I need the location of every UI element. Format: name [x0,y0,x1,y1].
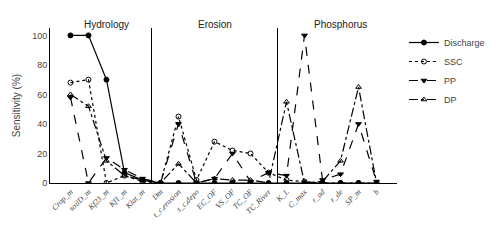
svg-text:Kf1_m: Kf1_m [107,187,129,209]
svg-text:SSC: SSC [444,57,463,67]
svg-text:Phosphorus: Phosphorus [314,19,367,30]
svg-text:Kf23_m: Kf23_m [86,187,111,212]
svg-text:r_ad: r_ad [310,187,328,205]
svg-text:TC_OF: TC_OF [231,187,255,211]
svg-text:60: 60 [37,90,47,100]
svg-text:Crop_m: Crop_m [50,187,75,212]
svg-text:20: 20 [37,149,47,159]
svg-text:Dm: Dm [149,187,164,202]
svg-text:τ_c,erosion: τ_c,erosion [151,187,183,219]
svg-text:SP_m: SP_m [343,187,363,207]
svg-text:Erosion: Erosion [198,19,232,30]
svg-text:TC_River: TC_River [244,187,273,216]
svg-text:DP: DP [444,95,457,105]
svg-text:C_max: C_max [286,187,309,210]
svg-text:Klat_m: Klat_m [123,187,147,211]
svg-text:0: 0 [42,178,47,188]
svg-text:100: 100 [32,31,47,41]
svg-text:Discharge: Discharge [444,38,485,48]
svg-text:40: 40 [37,119,47,129]
svg-text:Hydrology: Hydrology [84,19,129,30]
svg-text:soilD_m: soilD_m [67,187,93,213]
svg-text:PP: PP [444,76,456,86]
svg-text:b: b [372,187,381,196]
svg-text:VS_OF: VS_OF [214,187,237,210]
svg-text:K_L: K_L [274,187,291,204]
svg-text:EC_OF: EC_OF [194,187,219,212]
svg-text:τ_c,depo: τ_c,depo [175,187,201,213]
svg-text:Sensitivity (%): Sensitivity (%) [11,74,22,137]
svg-text:r_de: r_de [328,187,345,204]
svg-text:80: 80 [37,60,47,70]
